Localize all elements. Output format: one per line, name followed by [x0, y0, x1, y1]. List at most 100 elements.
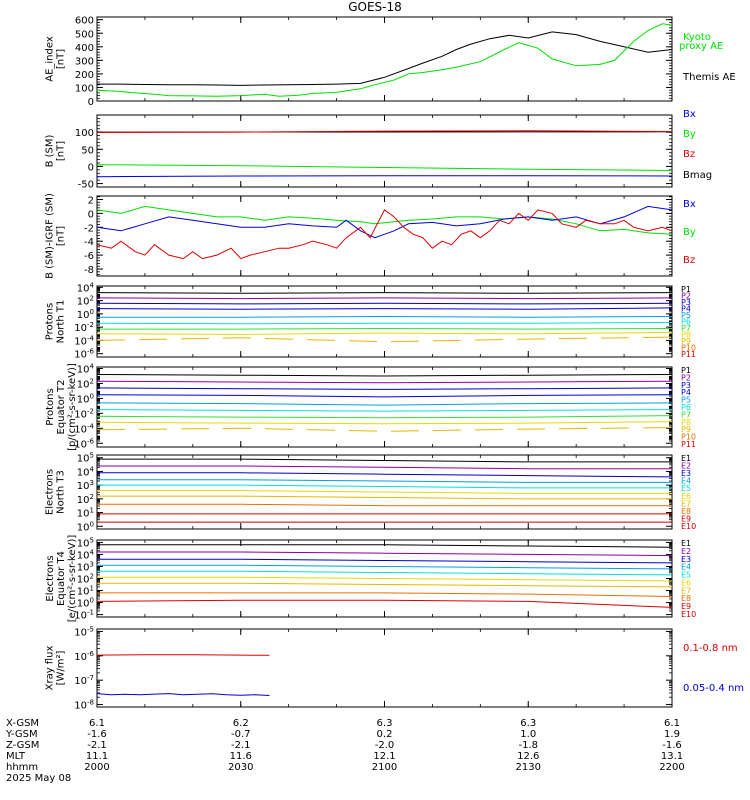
x-tick-label: 2030: [228, 762, 253, 773]
y-tick-label: 10-6: [74, 348, 94, 361]
series-line: [97, 592, 672, 597]
y-tick-label: 100: [77, 597, 94, 610]
y-tick-label: -2: [84, 223, 94, 234]
x-tick-label: 11.1: [86, 751, 108, 762]
legend-entry: P5: [681, 396, 691, 405]
y-tick-label: 10-8: [74, 699, 94, 712]
series-line: [97, 31, 672, 86]
x-tick-label: 1.9: [664, 729, 680, 740]
y-tick-label: 101: [77, 507, 94, 520]
y-tick-label: 100: [77, 520, 94, 533]
series-line: [97, 297, 672, 300]
series-line: [97, 576, 672, 582]
series-line: [97, 394, 672, 398]
x-tick-label: 6.3: [377, 718, 393, 729]
series-line: [97, 421, 672, 425]
series-line: [97, 484, 672, 489]
legend-entry: P6: [681, 318, 691, 327]
x-tick-label: -2.1: [231, 740, 251, 751]
series-line: [97, 558, 672, 564]
y-tick-label: -8: [84, 265, 94, 276]
legend-entry: E8: [681, 507, 691, 516]
y-tick-label: 200: [75, 70, 94, 81]
legend-entry: E1: [681, 454, 691, 463]
y-tick-label: 101: [77, 585, 94, 598]
x-tick-label: 6.1: [664, 718, 680, 729]
series-line: [97, 693, 270, 696]
y-tick-label: 102: [77, 573, 94, 586]
y-tick-label: 102: [77, 493, 94, 506]
x-tick-label: 0.2: [377, 729, 393, 740]
legend-entry: E4: [681, 563, 691, 572]
legend-entry: P5: [681, 311, 691, 320]
y-axis-label: Equator T4: [56, 551, 67, 606]
legend-entry: E10: [681, 522, 696, 531]
legend-entry: P1: [681, 366, 691, 375]
legend-entry: 0.1-0.8 nm: [683, 643, 738, 654]
legend-entry: By: [683, 227, 696, 238]
chart-title: GOES-18: [348, 0, 402, 14]
legend-entry: E7: [681, 586, 691, 595]
y-tick-label: 103: [77, 560, 94, 573]
x-tick-label: 6.3: [520, 718, 536, 729]
y-axis-label: B (SM): [45, 134, 56, 167]
series-line: [97, 427, 672, 432]
y-tick-label: 104: [77, 281, 95, 294]
x-row-label: Z-GSM: [6, 740, 39, 751]
legend-entry: Themis AE: [682, 72, 736, 83]
legend-entry: E10: [681, 610, 696, 619]
y-tick-label: 10-7: [74, 674, 94, 687]
x-tick-label: 12.1: [373, 751, 395, 762]
series-line: [97, 551, 672, 557]
series-line: [97, 490, 672, 494]
y-tick-label: 50: [81, 145, 94, 156]
series-line: [97, 327, 672, 330]
legend-entry: Bx: [683, 199, 696, 210]
legend-entry: E2: [681, 547, 691, 556]
legend-entry: E9: [681, 514, 691, 523]
legend-entry: P8: [681, 331, 691, 340]
y-axis-label: Protons: [45, 388, 56, 425]
x-row-label: X-GSM: [6, 718, 39, 729]
x-row-label: 2025 May 08: [6, 773, 71, 784]
y-axis-label: [nT]: [56, 226, 67, 246]
series-line: [97, 415, 672, 419]
y-tick-label: 10-6: [74, 437, 94, 450]
series-line: [97, 544, 672, 548]
y-axis-label: AE_index: [45, 36, 56, 82]
legend-entry: P3: [681, 298, 691, 307]
x-tick-label: -2.1: [87, 740, 107, 751]
y-axis-label: Xray flux: [45, 646, 56, 691]
y-tick-label: 10-2: [74, 407, 94, 420]
series-line: [97, 387, 672, 390]
y-tick-label: 0: [88, 97, 94, 108]
x-tick-label: 12.6: [517, 751, 539, 762]
series-line: [97, 564, 672, 570]
legend-entry: Bz: [683, 255, 695, 266]
series-line: [97, 582, 672, 588]
x-tick-label: -2.0: [375, 740, 395, 751]
y-tick-label: 105: [77, 452, 94, 465]
y-tick-label: -4: [84, 237, 94, 248]
y-axis-label: [nT]: [56, 49, 67, 69]
y-axis-label: North T3: [56, 470, 67, 514]
legend-entry: P10: [681, 344, 696, 353]
y-tick-label: 10-4: [74, 422, 94, 435]
series-line: [97, 23, 672, 97]
x-tick-label: -0.7: [231, 729, 251, 740]
series-line: [97, 570, 672, 576]
x-tick-label: 2100: [372, 762, 397, 773]
y-tick-label: 10-2: [74, 321, 94, 334]
legend-entry: P9: [681, 425, 691, 434]
legend-entry: E6: [681, 492, 691, 501]
legend-entry: P7: [681, 324, 691, 333]
y-tick-label: 102: [77, 377, 94, 390]
y-tick-label: 600: [75, 16, 94, 27]
y-tick-label: 2: [88, 195, 94, 206]
x-tick-label: 13.1: [661, 751, 683, 762]
x-tick-label: 2000: [84, 762, 109, 773]
x-tick-label: 6.1: [89, 718, 105, 729]
series-line: [97, 331, 672, 335]
series-line: [97, 322, 672, 325]
x-tick-label: 2200: [659, 762, 684, 773]
